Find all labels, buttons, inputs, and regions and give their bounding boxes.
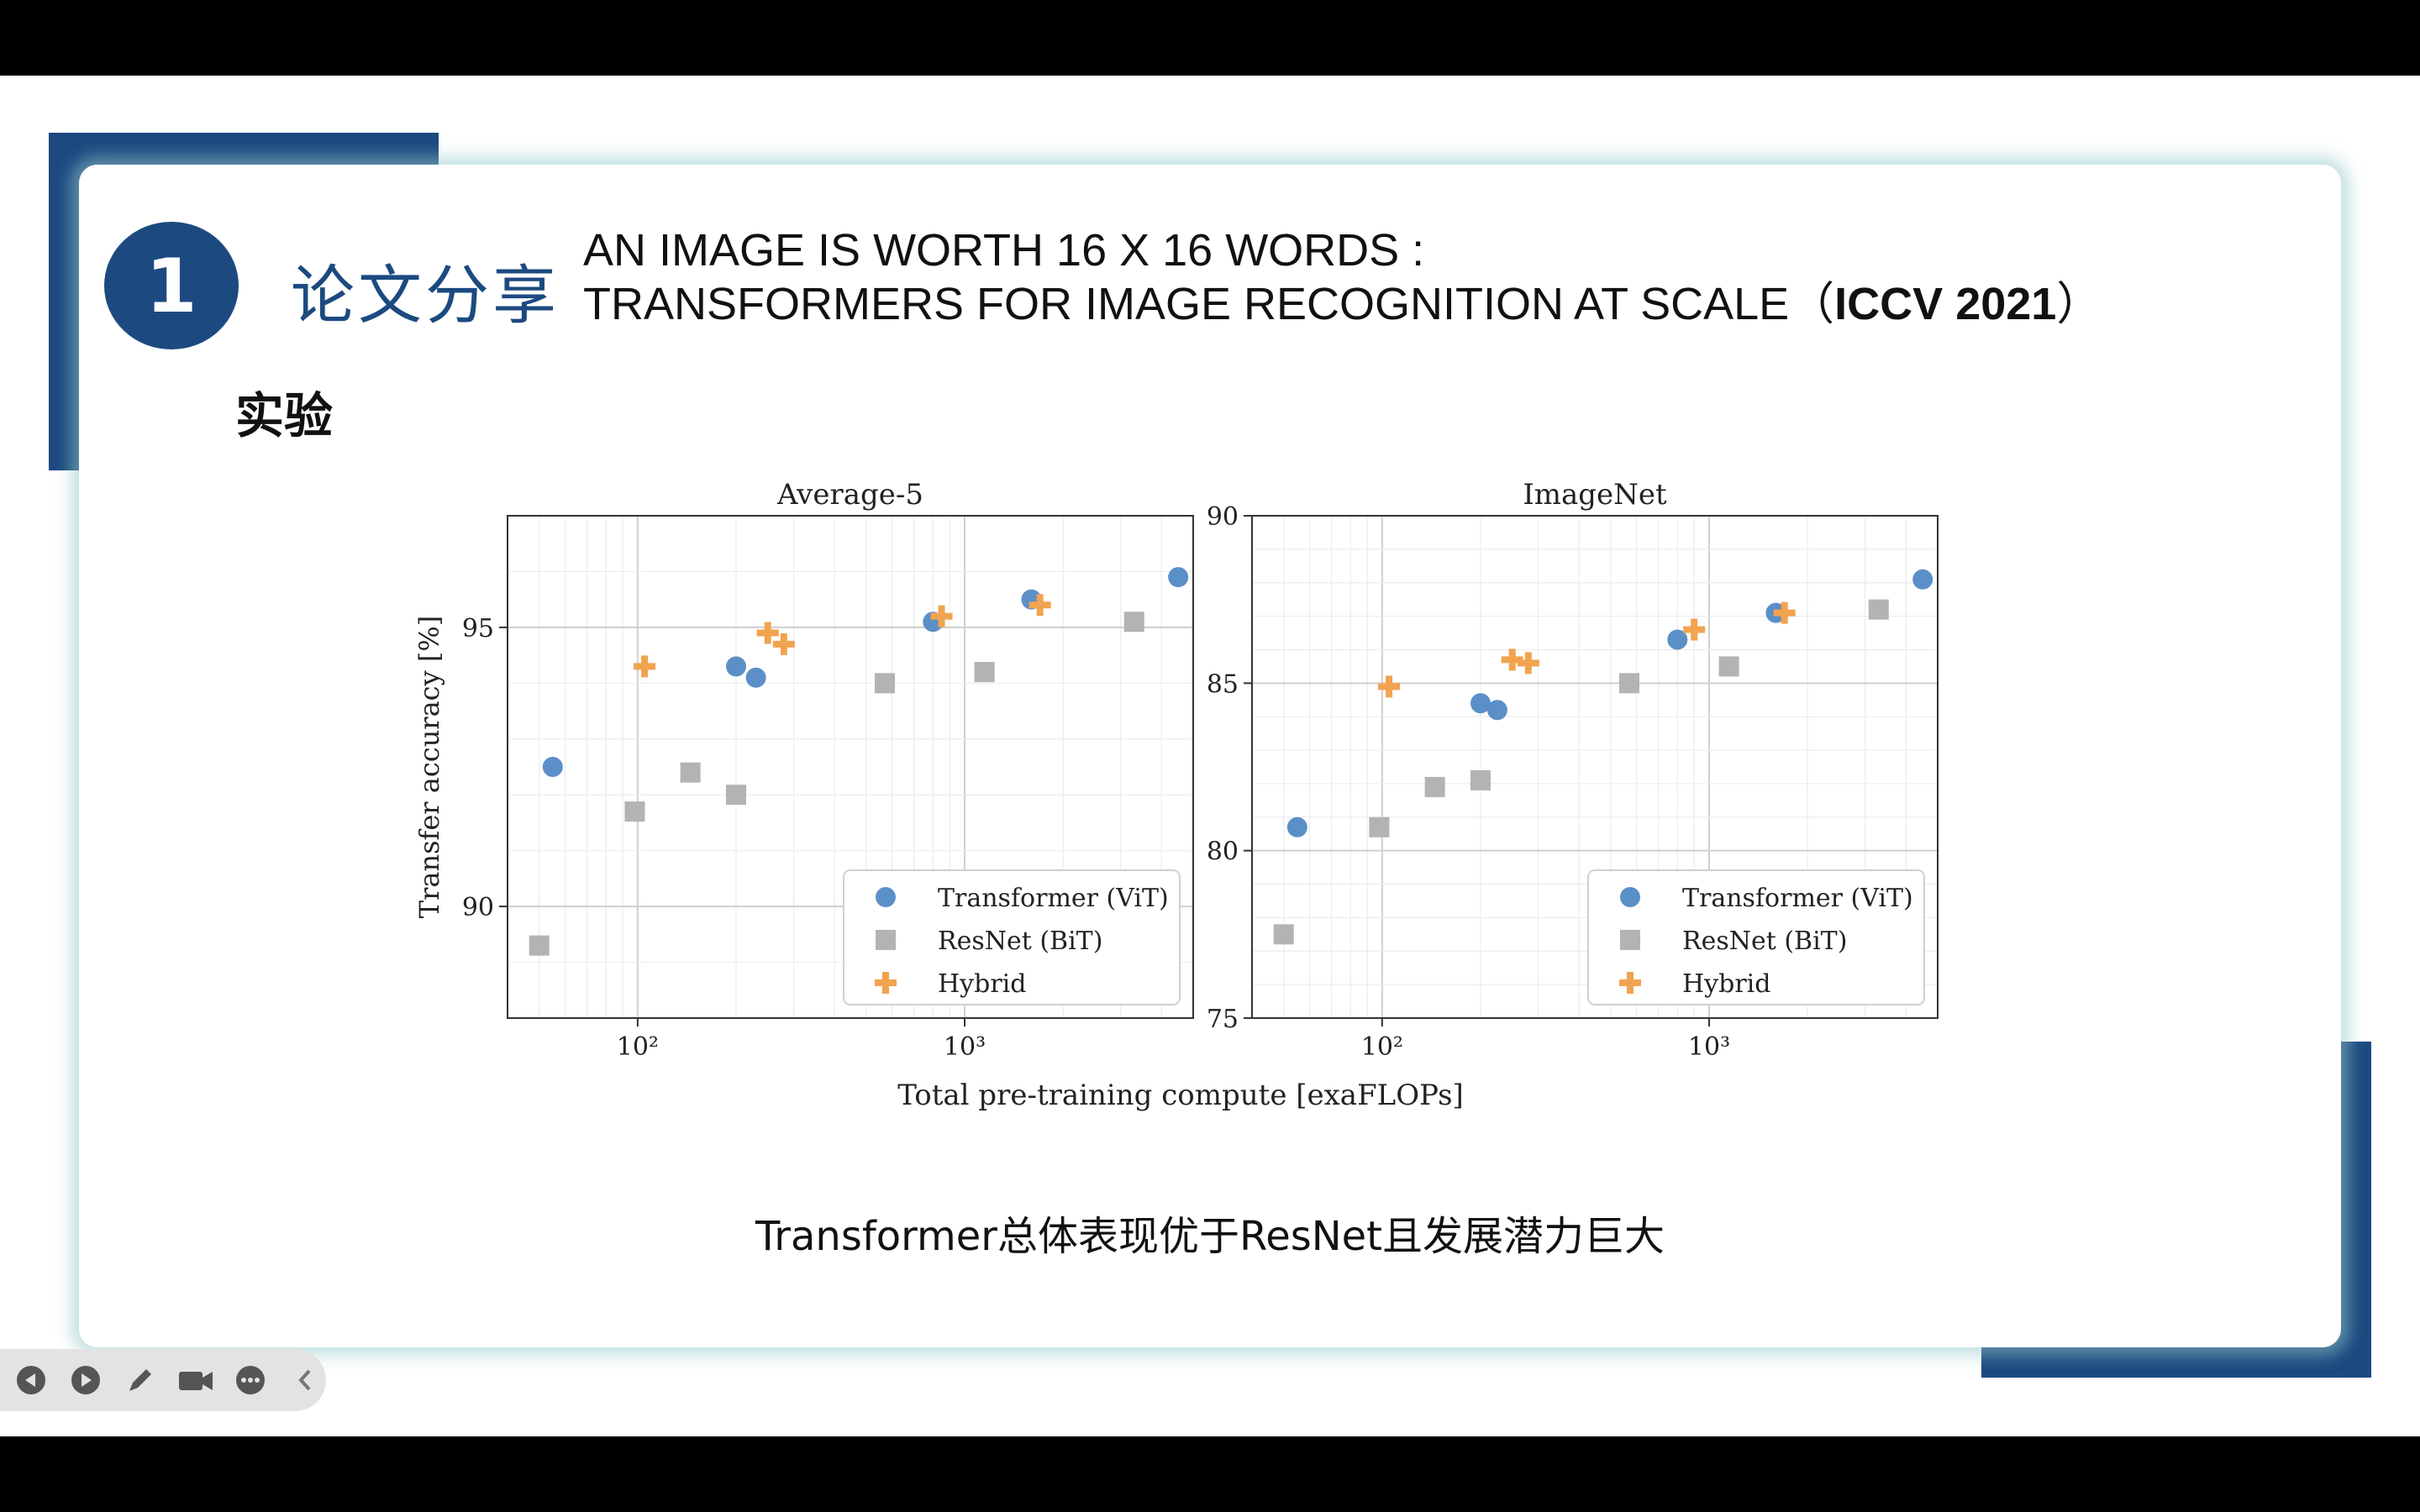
legend-label: Transformer (ViT) bbox=[938, 884, 1169, 913]
more-icon bbox=[235, 1366, 265, 1394]
point-transformer bbox=[1667, 629, 1688, 650]
point-hybrid bbox=[930, 605, 953, 627]
point-hybrid bbox=[756, 622, 779, 644]
legend-label: Transformer (ViT) bbox=[1682, 884, 1913, 913]
paper-venue: ICCV 2021 bbox=[1834, 279, 2057, 329]
legend-label: Hybrid bbox=[1682, 969, 1770, 999]
letterbox-bottom bbox=[0, 1436, 2420, 1512]
point-resnet bbox=[1619, 673, 1640, 694]
point-transformer bbox=[1286, 816, 1307, 837]
point-transformer bbox=[1470, 693, 1491, 714]
point-resnet bbox=[875, 673, 896, 694]
slide-caption: Transformer总体表现优于ResNet且发展潜力巨大 bbox=[755, 1213, 1665, 1260]
paper-title: AN IMAGE IS WORTH 16 X 16 WORDS : TRANSF… bbox=[583, 223, 2102, 331]
point-resnet bbox=[1123, 612, 1144, 633]
section-title: 论文分享 bbox=[291, 258, 560, 333]
point-transformer bbox=[1912, 569, 1933, 590]
legend-marker-resnet bbox=[1620, 930, 1640, 950]
point-hybrid bbox=[634, 655, 656, 678]
slide-card bbox=[79, 165, 2341, 1347]
collapse-icon bbox=[298, 1369, 311, 1391]
paper-title-line2: TRANSFORMERS FOR IMAGE RECOGNITION AT SC… bbox=[583, 277, 2102, 331]
x-tick-label: 10² bbox=[617, 1032, 659, 1062]
point-resnet bbox=[974, 662, 995, 683]
point-transformer bbox=[745, 667, 766, 688]
plot-frame bbox=[1251, 515, 1939, 1019]
point-resnet bbox=[529, 935, 550, 956]
x-tick-label: 10³ bbox=[1688, 1032, 1730, 1062]
chart-figure: Average-5 90 95 10² 10³ Transfer accuracy [%]… bbox=[395, 460, 1975, 1132]
legend-label: ResNet (BiT) bbox=[1682, 927, 1847, 956]
legend-box bbox=[1587, 869, 1925, 1005]
point-transformer bbox=[1168, 567, 1189, 588]
legend-label: Hybrid bbox=[938, 969, 1026, 999]
slide-subtitle: 实验 bbox=[235, 387, 334, 444]
legend-marker-transformer bbox=[1620, 887, 1640, 907]
prev-icon bbox=[16, 1366, 45, 1394]
legend-marker-hybrid bbox=[875, 972, 897, 994]
chart-title: ImageNet bbox=[1523, 478, 1667, 512]
point-hybrid bbox=[1028, 594, 1051, 617]
prev-slide-button[interactable] bbox=[10, 1358, 51, 1402]
more-button[interactable] bbox=[229, 1358, 271, 1402]
camera-button[interactable] bbox=[175, 1358, 216, 1402]
y-tick-label: 85 bbox=[1207, 669, 1239, 699]
legend-box bbox=[843, 869, 1181, 1005]
letterbox-top bbox=[0, 0, 2420, 76]
legend-label: ResNet (BiT) bbox=[938, 927, 1102, 956]
point-hybrid bbox=[772, 633, 795, 655]
y-tick-label: 90 bbox=[1207, 502, 1239, 532]
point-hybrid bbox=[1683, 618, 1706, 641]
point-resnet bbox=[680, 762, 701, 783]
paper-title-line1: AN IMAGE IS WORTH 16 X 16 WORDS : bbox=[583, 225, 1425, 276]
legend-marker-hybrid bbox=[1619, 972, 1641, 994]
camera-icon bbox=[178, 1372, 213, 1390]
point-resnet bbox=[1718, 656, 1739, 677]
y-tick-label: 75 bbox=[1207, 1005, 1239, 1034]
collapse-toolbar-button[interactable] bbox=[285, 1358, 326, 1402]
x-tick-label: 10² bbox=[1361, 1032, 1403, 1062]
point-resnet bbox=[1470, 769, 1491, 790]
pen-icon bbox=[129, 1369, 152, 1391]
legend-marker-resnet bbox=[876, 930, 896, 950]
point-resnet bbox=[1424, 776, 1445, 797]
presentation-toolbar bbox=[0, 1349, 326, 1411]
plot-frame bbox=[507, 515, 1194, 1019]
y-axis-label: Transfer accuracy [%] bbox=[413, 616, 445, 918]
point-resnet bbox=[1868, 599, 1889, 620]
legend-marker-transformer bbox=[876, 887, 896, 907]
y-tick-label: 90 bbox=[462, 893, 494, 922]
point-resnet bbox=[1273, 924, 1294, 945]
venue-open-paren: （ bbox=[1789, 279, 1835, 329]
section-number-badge: 1 bbox=[104, 222, 239, 349]
chart-title: Average-5 bbox=[776, 478, 923, 512]
point-transformer bbox=[1486, 700, 1507, 721]
venue-close-paren: ） bbox=[2056, 279, 2102, 329]
point-hybrid bbox=[1378, 675, 1401, 698]
next-slide-button[interactable] bbox=[65, 1358, 106, 1402]
x-axis-label: Total pre-training compute [exaFLOPs] bbox=[897, 1079, 1464, 1112]
point-resnet bbox=[1369, 816, 1390, 837]
chart-svg: Average-5 90 95 10² 10³ Transfer accuracy [%]… bbox=[413, 478, 1939, 1112]
y-tick-label: 80 bbox=[1207, 837, 1239, 867]
next-icon bbox=[71, 1366, 100, 1394]
point-hybrid bbox=[1517, 652, 1539, 675]
point-resnet bbox=[624, 801, 645, 822]
paper-title-line2-text: TRANSFORMERS FOR IMAGE RECOGNITION AT SC… bbox=[583, 279, 1790, 329]
section-number: 1 bbox=[145, 242, 197, 329]
point-transformer bbox=[726, 656, 746, 677]
y-tick-label: 95 bbox=[462, 614, 494, 643]
pen-button[interactable] bbox=[120, 1358, 161, 1402]
point-hybrid bbox=[1773, 601, 1796, 624]
point-resnet bbox=[726, 785, 746, 806]
point-hybrid bbox=[1501, 648, 1523, 671]
x-tick-label: 10³ bbox=[944, 1032, 986, 1062]
point-transformer bbox=[542, 757, 563, 777]
